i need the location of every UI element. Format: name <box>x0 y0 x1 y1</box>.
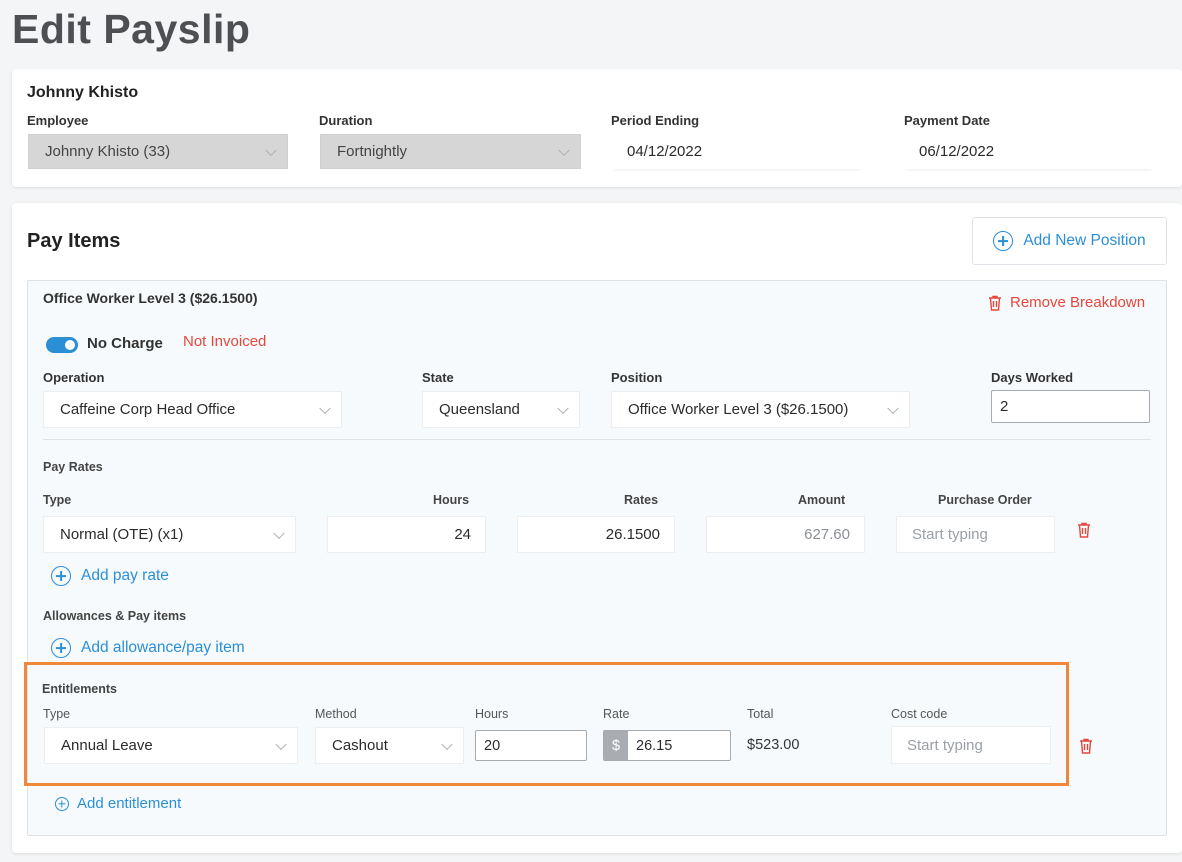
chevron-down-icon <box>319 402 331 414</box>
purchase-order-input[interactable]: Start typing <box>896 516 1055 553</box>
operation-select[interactable]: Caffeine Corp Head Office <box>43 391 342 428</box>
entitlement-hours-input[interactable]: 20 <box>475 730 587 761</box>
entitlement-type-select[interactable]: Annual Leave <box>44 727 298 764</box>
remove-breakdown-button[interactable]: Remove Breakdown <box>988 294 1145 311</box>
pay-rate-hours-input[interactable]: 24 <box>327 516 486 553</box>
period-ending-label: Period Ending <box>611 113 700 128</box>
pay-rate-purchase-order-header: Purchase Order <box>938 493 1032 507</box>
entitlement-method-select[interactable]: Cashout <box>315 727 464 764</box>
entitlement-rate-header: Rate <box>603 707 630 721</box>
position-select-value: Office Worker Level 3 ($26.1500) <box>628 401 849 418</box>
chevron-down-icon <box>557 402 569 414</box>
operation-select-value: Caffeine Corp Head Office <box>60 401 236 418</box>
entitlements-label: Entitlements <box>42 682 118 696</box>
pay-items-title: Pay Items <box>27 230 121 252</box>
purchase-order-placeholder: Start typing <box>912 526 988 543</box>
delete-pay-rate-icon[interactable] <box>1077 522 1091 538</box>
breakdown-title: Office Worker Level 3 ($26.1500) <box>43 290 258 306</box>
entitlement-total-value: $523.00 <box>747 737 800 753</box>
duration-select-value: Fortnightly <box>337 143 408 160</box>
state-select[interactable]: Queensland <box>422 391 580 428</box>
employee-card: Johnny Khisto Employee Johnny Khisto (33… <box>12 69 1182 187</box>
payment-date-field[interactable]: 06/12/2022 <box>903 134 1155 169</box>
pay-rate-amount-header: Amount <box>798 493 846 507</box>
pay-rate-rates-header: Rates <box>624 493 659 507</box>
add-new-position-label: Add New Position <box>1023 232 1146 249</box>
cost-code-placeholder: Start typing <box>907 736 983 754</box>
days-worked-input[interactable]: 2 <box>991 390 1150 423</box>
entitlement-method-value: Cashout <box>332 737 388 754</box>
add-entitlement-label: Add entitlement <box>77 795 182 812</box>
entitlements-highlight-box <box>24 662 1069 786</box>
employee-select[interactable]: Johnny Khisto (33) <box>28 134 288 169</box>
entitlement-type-value: Annual Leave <box>61 737 153 754</box>
cost-code-input[interactable]: Start typing <box>891 726 1051 764</box>
pay-rate-rate-input[interactable]: 26.1500 <box>517 516 675 553</box>
trash-icon <box>989 295 1001 311</box>
employee-label: Employee <box>27 113 89 128</box>
payment-date-label: Payment Date <box>904 113 990 128</box>
add-circle-icon <box>993 231 1014 251</box>
employee-name: Johnny Khisto <box>27 84 139 101</box>
add-allowance-button[interactable]: Add allowance/pay item <box>51 638 245 658</box>
pay-rates-label: Pay Rates <box>43 460 103 474</box>
entitlement-cost-code-header: Cost code <box>891 707 948 721</box>
add-pay-rate-button[interactable]: Add pay rate <box>51 566 169 586</box>
employee-select-value: Johnny Khisto (33) <box>45 143 171 160</box>
no-charge-toggle[interactable] <box>46 337 78 353</box>
divider <box>43 439 1151 440</box>
remove-breakdown-label: Remove Breakdown <box>1010 294 1146 311</box>
invoice-status: Not Invoiced <box>183 333 267 350</box>
chevron-down-icon <box>275 738 287 750</box>
delete-entitlement-icon[interactable] <box>1079 738 1093 754</box>
pay-rate-hours-header: Hours <box>433 493 470 507</box>
pay-rate-type-select[interactable]: Normal (OTE) (x1) <box>43 516 296 553</box>
allowances-label: Allowances & Pay items <box>43 609 187 623</box>
add-pay-rate-label: Add pay rate <box>81 567 169 584</box>
entitlement-type-header: Type <box>43 707 71 721</box>
add-allowance-label: Add allowance/pay item <box>81 639 245 656</box>
entitlement-hours-header: Hours <box>475 707 509 721</box>
pay-rate-type-header: Type <box>43 493 72 507</box>
operation-label: Operation <box>43 370 105 385</box>
state-select-value: Queensland <box>439 401 520 418</box>
add-circle-icon <box>51 638 71 658</box>
entitlement-rate-group[interactable]: $ 26.15 <box>603 730 731 761</box>
add-new-position-button[interactable]: Add New Position <box>972 217 1167 265</box>
no-charge-label: No Charge <box>87 335 163 352</box>
chevron-down-icon <box>265 144 277 156</box>
state-label: State <box>422 370 454 385</box>
add-circle-icon <box>55 796 69 811</box>
position-select[interactable]: Office Worker Level 3 ($26.1500) <box>611 391 910 428</box>
currency-prefix: $ <box>604 731 628 760</box>
entitlement-total-header: Total <box>747 707 774 721</box>
position-label: Position <box>611 370 663 385</box>
chevron-down-icon <box>273 527 285 539</box>
pay-rate-amount-value: 627.60 <box>804 526 850 543</box>
chevron-down-icon <box>887 402 899 414</box>
add-circle-icon <box>51 566 71 586</box>
days-worked-label: Days Worked <box>991 370 1074 385</box>
entitlement-rate-value: 26.15 <box>636 737 673 754</box>
period-ending-field[interactable]: 04/12/2022 <box>611 134 863 169</box>
duration-label: Duration <box>319 113 373 128</box>
pay-rate-amount-field: 627.60 <box>706 516 865 553</box>
chevron-down-icon <box>558 144 570 156</box>
chevron-down-icon <box>441 738 453 750</box>
add-entitlement-button[interactable]: Add entitlement <box>55 795 181 812</box>
duration-select[interactable]: Fortnightly <box>320 134 581 169</box>
page-title: Edit Payslip <box>12 6 251 52</box>
entitlement-method-header: Method <box>315 707 357 721</box>
pay-rate-type-value: Normal (OTE) (x1) <box>60 526 184 543</box>
